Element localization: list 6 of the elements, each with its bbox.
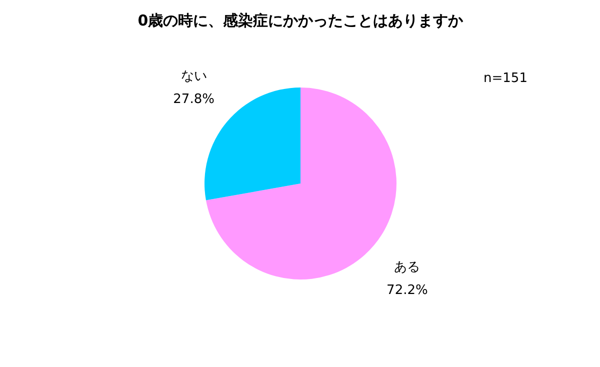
slice-label: ある — [394, 260, 420, 276]
data-label: 72.2% — [386, 283, 428, 298]
text: n=151 — [484, 71, 528, 86]
slice-label: ない — [180, 68, 207, 84]
data-label: 27.8% — [173, 92, 214, 107]
chart-title: 0歳の時に、感染症にかかったことはありますか — [138, 12, 464, 30]
